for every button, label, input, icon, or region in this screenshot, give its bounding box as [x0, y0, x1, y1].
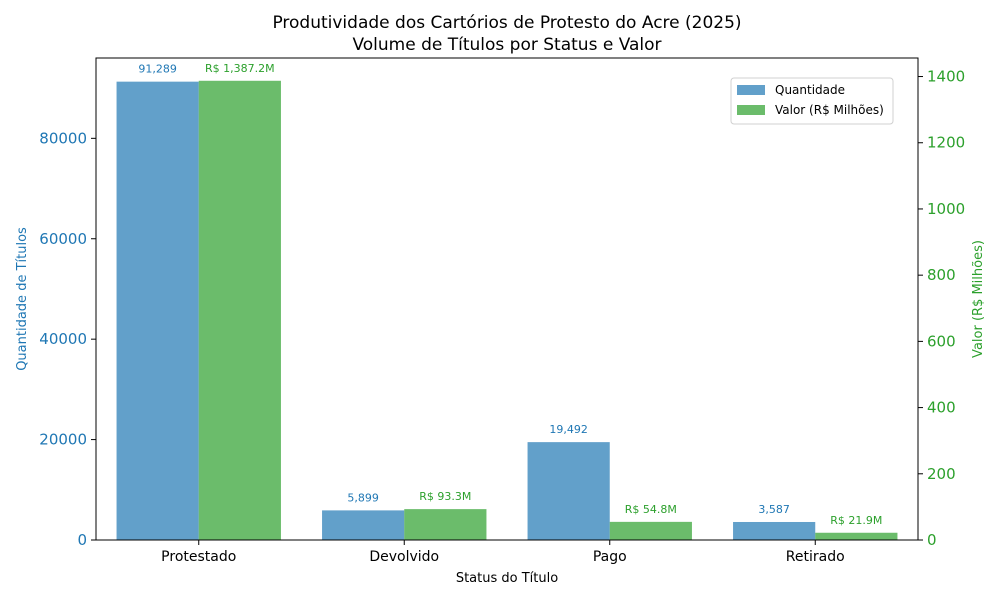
right-tick-label: 400 [927, 399, 956, 417]
x-axis: Protestado Devolvido Pago Retirado [161, 540, 845, 565]
left-tick-label: 20000 [39, 431, 87, 449]
data-label-quantidade-protestado: 91,289 [138, 63, 177, 76]
legend-label-valor: Valor (R$ Milhões) [775, 103, 884, 117]
legend: Quantidade Valor (R$ Milhões) [730, 77, 894, 125]
left-tick-label: 40000 [39, 330, 87, 348]
bars-group [116, 80, 898, 541]
right-tick-label: 1200 [927, 134, 965, 152]
chart-titles: Produtividade dos Cartórios de Protesto … [272, 13, 741, 55]
data-label-quantidade-pago: 19,492 [549, 423, 588, 436]
left-y-axis: 0 20000 40000 60000 80000 [39, 129, 96, 549]
legend-swatch-valor [737, 105, 765, 115]
data-label-quantidade-retirado: 3,587 [758, 503, 790, 516]
left-tick-label: 80000 [39, 129, 87, 147]
data-label-valor-retirado: R$ 21.9M [830, 514, 882, 527]
x-tick-label-protestado: Protestado [161, 549, 236, 565]
right-y-axis: 0 200 400 600 800 1000 1200 1400 [918, 68, 965, 549]
bar-quantidade-protestado [116, 81, 199, 541]
legend-swatch-quantidade [737, 85, 765, 95]
right-tick-label: 0 [927, 531, 937, 549]
chart-title-line-1: Produtividade dos Cartórios de Protesto … [272, 13, 741, 33]
bar-valor-retirado [815, 532, 898, 540]
bar-valor-devolvido [404, 509, 487, 540]
data-label-quantidade-devolvido: 5,899 [347, 491, 379, 504]
bar-valor-pago [609, 521, 692, 540]
right-tick-label: 1400 [927, 68, 965, 86]
legend-label-quantidade: Quantidade [775, 83, 845, 97]
data-label-valor-protestado: R$ 1,387.2M [205, 62, 275, 75]
plot-area-frame [95, 57, 919, 541]
left-y-axis-label: Quantidade de Títulos [15, 227, 30, 371]
right-y-axis-label: Valor (R$ Milhões) [971, 240, 986, 358]
x-tick-label-pago: Pago [593, 549, 627, 565]
data-label-valor-pago: R$ 54.8M [625, 503, 677, 516]
left-tick-label: 0 [77, 531, 87, 549]
bar-quantidade-pago [527, 442, 610, 540]
right-tick-label: 600 [927, 332, 956, 350]
x-tick-label-retirado: Retirado [786, 549, 845, 565]
x-tick-label-devolvido: Devolvido [369, 549, 439, 565]
data-label-valor-devolvido: R$ 93.3M [419, 490, 471, 503]
x-axis-label: Status do Título [456, 571, 558, 586]
right-tick-label: 200 [927, 465, 956, 483]
bar-valor-protestado [198, 80, 281, 541]
bar-quantidade-retirado [733, 521, 816, 540]
right-tick-label: 800 [927, 266, 956, 284]
bar-quantidade-devolvido [322, 510, 405, 540]
chart-title-line-2: Volume de Títulos por Status e Valor [352, 35, 661, 55]
legend-box [730, 77, 894, 125]
right-tick-label: 1000 [927, 200, 965, 218]
data-labels-group: 91,289 5,899 19,492 3,587 R$ 1,387.2M R$ 93.3… [138, 62, 882, 527]
left-tick-label: 60000 [39, 230, 87, 248]
